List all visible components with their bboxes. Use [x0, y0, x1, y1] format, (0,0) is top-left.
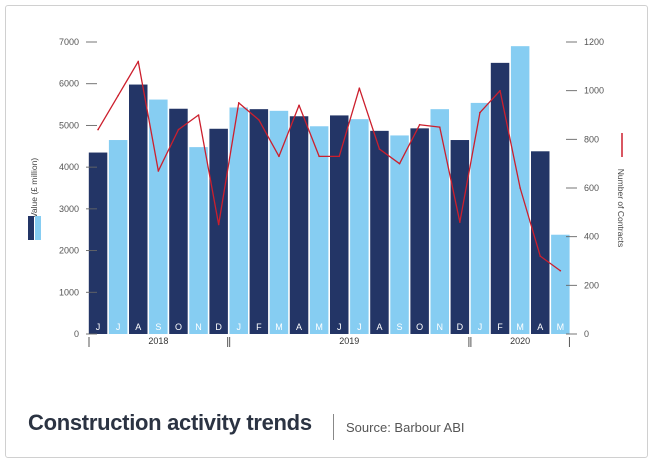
category-label-2: A [135, 322, 141, 332]
bar-23 [551, 234, 570, 334]
year-label-0: 2018 [148, 336, 168, 346]
bar-12 [330, 115, 349, 334]
category-label-13: J [357, 322, 362, 332]
contracts-point-8 [258, 119, 260, 121]
contracts-point-11 [318, 155, 320, 158]
contracts-point-3 [157, 170, 160, 172]
contracts-point-2 [137, 60, 140, 63]
bar-4 [169, 108, 188, 334]
y2-tick-label-1: 200 [584, 280, 599, 290]
legend-swatch-dark [28, 216, 34, 240]
y2-tick-label-0: 0 [584, 329, 589, 339]
category-label-14: A [376, 322, 382, 332]
year-label-2: 2020 [510, 336, 530, 346]
y-tick-label-7: 7000 [59, 37, 79, 47]
contracts-point-7 [237, 102, 240, 104]
category-label-8: F [256, 322, 262, 332]
chart-title: Construction activity trends [28, 410, 312, 435]
bar-6 [209, 128, 228, 334]
contracts-point-23 [559, 269, 562, 272]
category-label-20: F [497, 322, 503, 332]
bar-22 [531, 151, 550, 334]
contracts-point-10 [298, 104, 300, 107]
legend-swatch-light [35, 216, 41, 240]
bar-3 [149, 99, 168, 335]
category-label-3: S [155, 322, 161, 332]
y-tick-label-4: 4000 [59, 162, 79, 172]
y2-axis-label: Number of Contracts [616, 169, 626, 247]
category-label-11: M [315, 322, 323, 332]
bar-5 [189, 147, 208, 334]
contracts-point-17 [438, 126, 441, 128]
category-label-4: O [175, 322, 182, 332]
bar-7 [229, 107, 248, 335]
y-tick-label-2: 2000 [59, 246, 79, 256]
y2-tick-label-6: 1200 [584, 37, 604, 47]
y2-tick-label-2: 400 [584, 232, 599, 242]
bar-19 [470, 102, 490, 334]
contracts-point-4 [177, 128, 180, 131]
contracts-point-9 [278, 155, 280, 158]
category-label-0: J [96, 322, 101, 332]
bar-2 [129, 84, 148, 334]
y-tick-label-5: 5000 [59, 120, 79, 130]
y2-tick-label-3: 600 [584, 183, 599, 193]
contracts-point-6 [217, 223, 220, 226]
bar-18 [450, 140, 470, 334]
category-label-16: O [416, 322, 423, 332]
contracts-point-1 [117, 94, 119, 97]
y2-tick-label-4: 800 [584, 134, 599, 144]
contracts-point-20 [499, 89, 501, 92]
y2-tick-label-5: 1000 [584, 86, 604, 96]
category-label-22: A [537, 322, 543, 332]
bar-11 [309, 126, 329, 335]
y-axis-label: Value (£ million) [29, 158, 39, 218]
bar-17 [430, 109, 449, 334]
contracts-point-19 [479, 111, 481, 114]
category-label-10: A [296, 322, 302, 332]
contracts-point-18 [459, 221, 461, 223]
contracts-point-0 [97, 128, 99, 131]
category-label-12: J [337, 322, 342, 332]
bar-9 [269, 110, 289, 334]
category-label-21: M [516, 322, 524, 332]
category-label-5: N [195, 322, 202, 332]
bar-1 [108, 140, 128, 334]
category-label-6: D [215, 322, 222, 332]
contracts-line [97, 60, 561, 272]
y-tick-label-6: 6000 [59, 79, 79, 89]
category-label-9: M [275, 322, 283, 332]
chart-source: Source: Barbour ABI [346, 420, 465, 435]
category-label-19: J [478, 322, 483, 332]
y-tick-label-1: 1000 [59, 287, 79, 297]
bar-13 [350, 119, 369, 335]
category-label-7: J [237, 322, 242, 332]
contracts-point-15 [398, 162, 401, 165]
category-label-23: M [557, 322, 565, 332]
category-label-15: S [397, 322, 403, 332]
contracts-point-12 [338, 155, 341, 158]
bar-15 [390, 135, 409, 334]
bar-16 [410, 128, 429, 334]
contracts-point-21 [519, 187, 521, 189]
category-label-17: N [437, 322, 444, 332]
bar-10 [289, 116, 309, 334]
y-tick-label-3: 3000 [59, 204, 79, 214]
bar-14 [370, 130, 389, 334]
y-tick-label-0: 0 [74, 329, 79, 339]
contracts-point-13 [358, 87, 361, 90]
category-label-1: J [116, 322, 121, 332]
contracts-point-16 [418, 123, 421, 126]
year-label-1: 2019 [339, 336, 359, 346]
title-separator [333, 414, 334, 440]
bar-0 [88, 152, 108, 334]
category-label-18: D [457, 322, 464, 332]
bar-8 [249, 109, 269, 334]
contracts-point-14 [378, 148, 381, 150]
contracts-point-5 [197, 114, 200, 116]
bar-20 [490, 62, 510, 334]
contracts-point-22 [539, 255, 542, 257]
